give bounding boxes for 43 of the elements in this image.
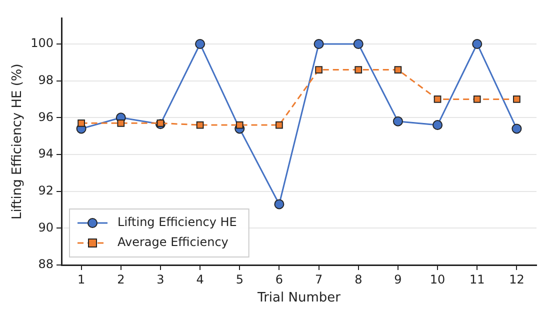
y-axis-title: Lifting Efficiency HE (%) xyxy=(10,64,26,220)
y-tick-label: 94 xyxy=(38,146,54,161)
point xyxy=(236,121,244,129)
point xyxy=(117,120,125,127)
x-tick-label: 5 xyxy=(236,272,244,286)
x-tick-label: 3 xyxy=(156,272,164,286)
point xyxy=(353,38,364,49)
x-tick-label: 12 xyxy=(509,272,524,286)
point xyxy=(512,124,522,134)
point xyxy=(274,199,284,210)
y-tick-label: 96 xyxy=(38,110,54,124)
legend-label: Lifting Efficiency HE xyxy=(118,215,237,230)
point xyxy=(354,66,362,74)
point xyxy=(473,96,481,103)
y-tick-label: 88 xyxy=(38,257,54,272)
legend-label: Average Efficiency xyxy=(118,235,228,250)
x-tick-label: 6 xyxy=(275,272,284,286)
point xyxy=(195,38,206,49)
x-tick-label: 9 xyxy=(394,272,402,286)
point xyxy=(314,38,324,49)
point xyxy=(196,121,204,129)
y-tick-label: 100 xyxy=(30,36,54,50)
x-tick-label: 7 xyxy=(314,272,323,286)
y-tick-label: 98 xyxy=(38,72,54,87)
x-tick-label: 11 xyxy=(469,272,485,286)
point xyxy=(78,120,85,127)
point xyxy=(315,66,322,74)
x-tick-label: 1 xyxy=(77,272,86,286)
point xyxy=(434,96,442,103)
y-tick-label: 90 xyxy=(38,220,54,234)
x-tick-label: 2 xyxy=(117,272,125,286)
y-tick-label: 92 xyxy=(38,183,54,198)
point xyxy=(472,38,482,49)
x-tick-label: 4 xyxy=(196,272,204,286)
x-tick-label: 8 xyxy=(354,272,362,286)
point xyxy=(432,120,443,130)
point xyxy=(156,120,164,127)
point xyxy=(392,116,403,126)
x-axis-title: Trial Number xyxy=(256,290,342,306)
x-tick-label: 10 xyxy=(430,272,446,286)
point xyxy=(276,121,283,129)
point xyxy=(513,96,520,103)
point xyxy=(394,66,402,74)
